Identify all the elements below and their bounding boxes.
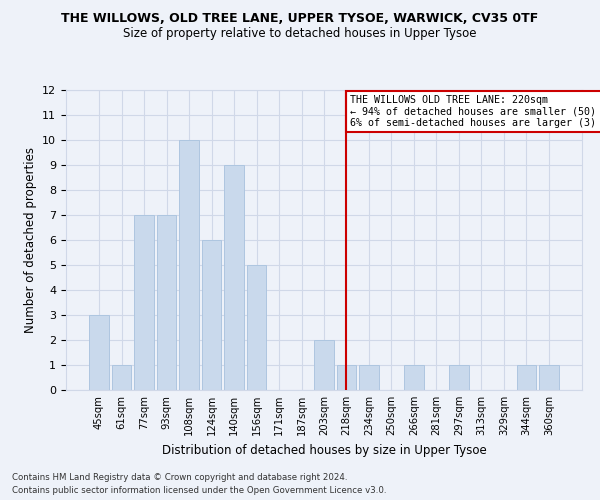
Text: THE WILLOWS OLD TREE LANE: 220sqm
← 94% of detached houses are smaller (50)
6% o: THE WILLOWS OLD TREE LANE: 220sqm ← 94% … <box>350 95 600 128</box>
Bar <box>247 265 266 390</box>
X-axis label: Distribution of detached houses by size in Upper Tysoe: Distribution of detached houses by size … <box>161 444 487 456</box>
Bar <box>404 365 424 390</box>
Bar <box>337 365 356 390</box>
Bar <box>112 365 131 390</box>
Bar <box>157 215 176 390</box>
Y-axis label: Number of detached properties: Number of detached properties <box>23 147 37 333</box>
Bar <box>517 365 536 390</box>
Text: Contains public sector information licensed under the Open Government Licence v3: Contains public sector information licen… <box>12 486 386 495</box>
Bar <box>179 140 199 390</box>
Bar <box>134 215 154 390</box>
Text: THE WILLOWS, OLD TREE LANE, UPPER TYSOE, WARWICK, CV35 0TF: THE WILLOWS, OLD TREE LANE, UPPER TYSOE,… <box>61 12 539 26</box>
Text: Contains HM Land Registry data © Crown copyright and database right 2024.: Contains HM Land Registry data © Crown c… <box>12 474 347 482</box>
Bar <box>539 365 559 390</box>
Bar <box>89 315 109 390</box>
Bar <box>202 240 221 390</box>
Text: Size of property relative to detached houses in Upper Tysoe: Size of property relative to detached ho… <box>123 28 477 40</box>
Bar <box>224 165 244 390</box>
Bar <box>314 340 334 390</box>
Bar <box>359 365 379 390</box>
Bar <box>449 365 469 390</box>
